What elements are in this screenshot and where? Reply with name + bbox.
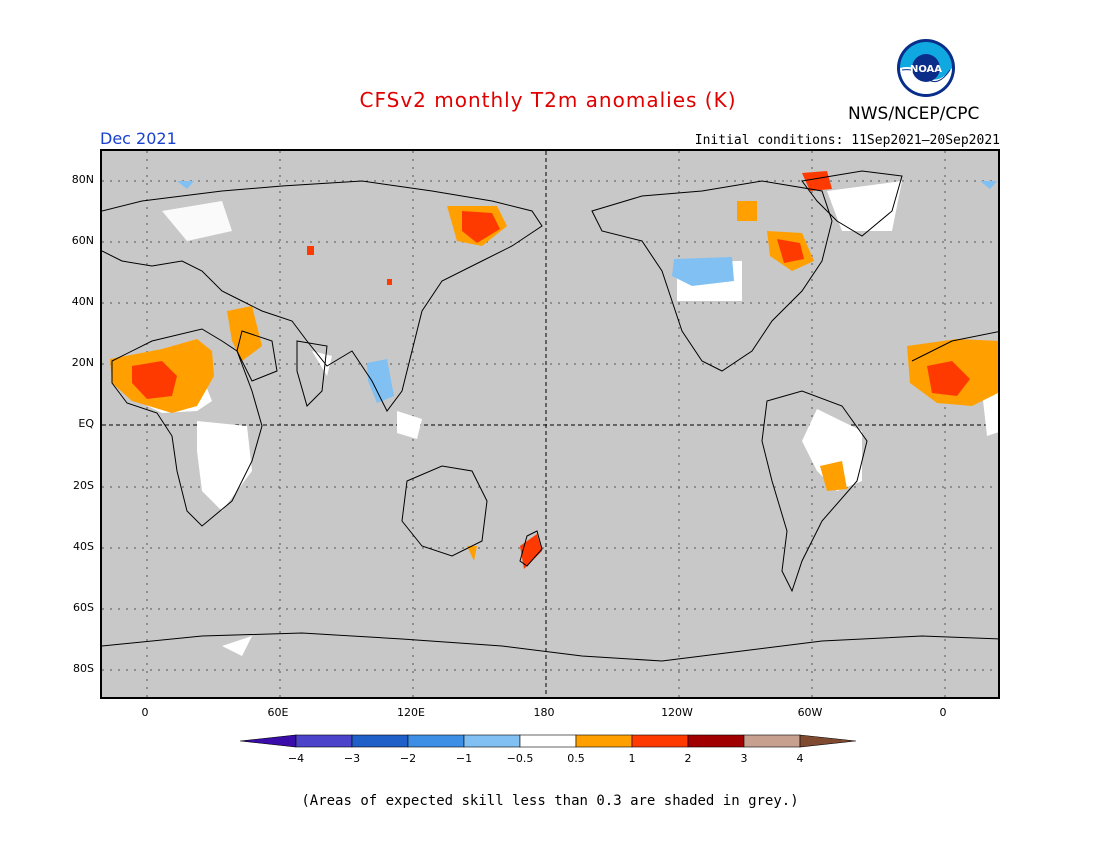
colorbar-tick-label: −2 <box>399 752 417 765</box>
colorbar-tick-label: −1 <box>455 752 473 765</box>
lon-label-60e: 60E <box>267 706 289 719</box>
colorbar-tick-label: 2 <box>684 752 692 765</box>
colorbar-segment-9 <box>743 734 801 748</box>
equator-dateline <box>102 151 998 697</box>
lat-label-60s: 60S <box>73 601 94 614</box>
lon-label-0-right: 0 <box>939 706 947 719</box>
initial-conditions: Initial conditions: 11Sep2021–20Sep2021 <box>694 133 1000 148</box>
forecast-month: Dec 2021 <box>100 129 177 148</box>
anomaly-map <box>100 149 1000 699</box>
lat-label-80n: 80N <box>71 173 94 186</box>
agency-label: NWS/NCEP/CPC <box>848 104 980 124</box>
lat-label-20s: 20S <box>73 479 94 492</box>
colorbar-tick-label: 0.5 <box>567 752 585 765</box>
colorbar-segment-1 <box>295 734 353 748</box>
colorbar-segment-10 <box>799 734 857 748</box>
colorbar-tick-label: 3 <box>740 752 748 765</box>
colorbar-tick-label: −4 <box>287 752 305 765</box>
lat-label-60n: 60N <box>71 234 94 247</box>
noaa-logo: NOAA <box>896 38 956 98</box>
lat-label-20n: 20N <box>71 356 94 369</box>
colorbar-legend <box>239 734 860 784</box>
colorbar-segment-3 <box>407 734 465 748</box>
colorbar-segment-6 <box>575 734 633 748</box>
colorbar-tick-label: −3 <box>343 752 361 765</box>
lat-label-40s: 40S <box>73 540 94 553</box>
warm-anomalies <box>110 171 998 569</box>
cold-anomalies <box>177 181 997 403</box>
colorbar-tick-label: −0.5 <box>506 752 534 765</box>
colorbar-tick-label: 1 <box>628 752 636 765</box>
colorbar-segment-8 <box>687 734 745 748</box>
lon-label-120w: 120W <box>661 706 693 719</box>
colorbar-segment-0 <box>239 734 297 748</box>
lon-label-0: 0 <box>141 706 149 719</box>
lon-label-180: 180 <box>533 706 555 719</box>
skill-footnote: (Areas of expected skill less than 0.3 a… <box>301 793 799 809</box>
lat-label-40n: 40N <box>71 295 94 308</box>
lon-label-60w: 60W <box>797 706 823 719</box>
near-normal-areas <box>122 181 998 656</box>
lat-label-80s: 80S <box>73 662 94 675</box>
colorbar <box>239 734 857 748</box>
colorbar-tick-label: 4 <box>796 752 804 765</box>
colorbar-segment-4 <box>463 734 521 748</box>
colorbar-segment-5 <box>519 734 577 748</box>
map-canvas <box>102 151 998 697</box>
lat-label-eq: EQ <box>78 417 94 430</box>
colorbar-segment-7 <box>631 734 689 748</box>
noaa-logo-text: NOAA <box>910 64 942 75</box>
graticule <box>102 151 998 697</box>
map-title: CFSv2 monthly T2m anomalies (K) <box>359 88 737 112</box>
coastlines <box>102 170 998 662</box>
lon-label-120e: 120E <box>397 706 425 719</box>
colorbar-segment-2 <box>351 734 409 748</box>
